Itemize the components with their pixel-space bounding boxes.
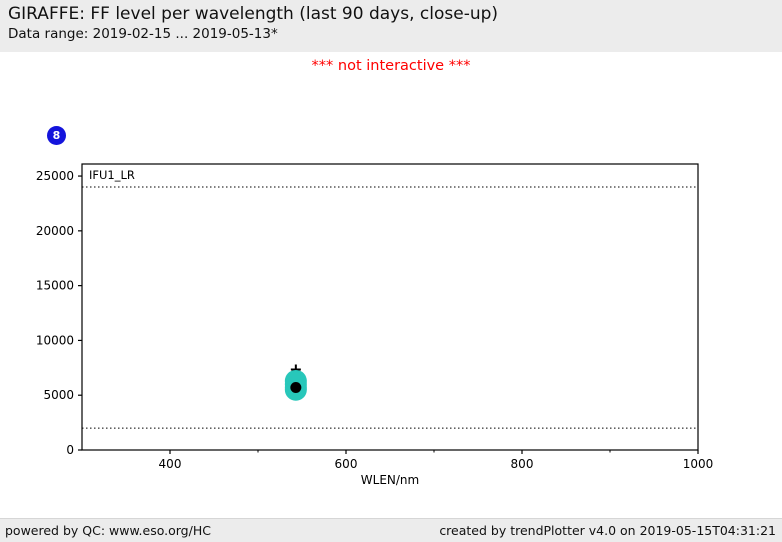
y-axis-tick-label: 10000: [36, 333, 74, 347]
not-interactive-notice: *** not interactive ***: [311, 58, 471, 74]
chart-svg: 400 600 800 10000500010000150002000025000WL…: [36, 163, 714, 487]
y-axis-tick-label: 20000: [36, 224, 74, 238]
header: GIRAFFE: FF level per wavelength (last 9…: [0, 0, 782, 52]
y-axis-tick-label: 25000: [36, 169, 74, 183]
x-axis-tick-label: 1000: [683, 457, 714, 471]
page-title: GIRAFFE: FF level per wavelength (last 9…: [8, 4, 499, 24]
x-axis-tick-label: 800: [511, 457, 534, 471]
footer: powered by QC: www.eso.org/HC created by…: [0, 518, 782, 542]
footer-created-by: created by trendPlotter v4.0 on 2019-05-…: [439, 523, 776, 538]
x-axis-tick-label: 600: [335, 457, 358, 471]
y-axis-tick-label: 15000: [36, 279, 74, 293]
data-range-subtitle: Data range: 2019-02-15 ... 2019-05-13*: [8, 26, 278, 42]
panel-label: IFU1_LR: [89, 168, 135, 182]
footer-powered-by: powered by QC: www.eso.org/HC: [5, 523, 211, 538]
data-point-latest: [290, 382, 302, 394]
plot-border: [81, 163, 699, 451]
plot-index-badge[interactable]: 8: [47, 126, 66, 145]
x-axis-label: WLEN/nm: [361, 473, 419, 487]
chart: 400 600 800 1000 0 5000 10000 15000 20000 25000 WL…: [0, 120, 782, 510]
y-axis-tick-label: 0: [66, 443, 74, 457]
y-axis-tick-label: 5000: [43, 388, 74, 402]
x-axis-tick-label: 400: [159, 457, 182, 471]
